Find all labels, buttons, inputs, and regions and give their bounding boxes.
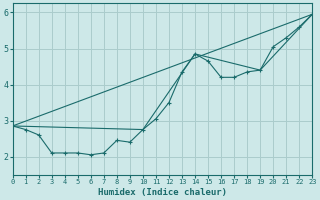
X-axis label: Humidex (Indice chaleur): Humidex (Indice chaleur) [98,188,227,197]
